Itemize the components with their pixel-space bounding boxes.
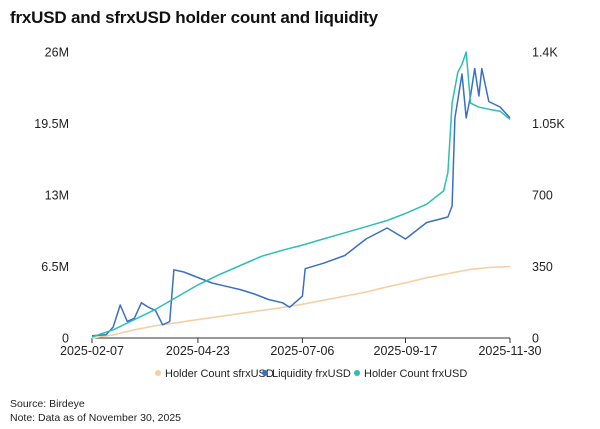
- series-line-holder-count-frxusd: [91, 51, 511, 338]
- series-line-holder-count-sfrxusd: [91, 265, 511, 339]
- y-right-tick-label: 350: [532, 260, 553, 274]
- legend-label: Holder Count frxUSD: [364, 368, 467, 380]
- y-left-tick-label: 13M: [45, 189, 69, 203]
- y-right-tick-label: 1.05K: [532, 117, 565, 131]
- chart-title: frxUSD and sfrxUSD holder count and liqu…: [10, 8, 378, 27]
- y-left-tick-label: 6.5M: [41, 260, 69, 274]
- y-right-tick-label: 700: [532, 189, 553, 203]
- legend-label: Holder Count sfrxUSD: [165, 368, 274, 380]
- series-lines: [91, 51, 511, 339]
- y-left-tick-label: 0: [62, 332, 69, 346]
- y-left-tick-label: 19.5M: [34, 117, 69, 131]
- x-tick-label: 2025-04-23: [166, 344, 230, 358]
- legend-swatch: [155, 370, 161, 376]
- legend-swatch: [354, 370, 360, 376]
- data-note: Note: Data as of November 30, 2025: [10, 412, 182, 424]
- y-left-tick-label: 26M: [45, 46, 69, 60]
- x-tick-label: 2025-11-30: [478, 344, 541, 358]
- series-line-liquidity-frxusd: [91, 67, 511, 337]
- y-right-tick-label: 1.4K: [532, 46, 558, 60]
- legend-label: Liquidity frxUSD: [272, 368, 351, 380]
- x-tick-label: 2025-07-06: [270, 344, 334, 358]
- axes: 2025-02-07 2025-04-23 2025-07-06 2025-09-17…: [34, 46, 565, 359]
- x-tick-label: 2025-02-07: [60, 344, 124, 358]
- y-right-tick-label: 0: [532, 332, 539, 346]
- source-note: Source: Birdeye: [10, 398, 85, 410]
- legend-swatch: [262, 370, 268, 376]
- x-tick-label: 2025-09-17: [374, 344, 438, 358]
